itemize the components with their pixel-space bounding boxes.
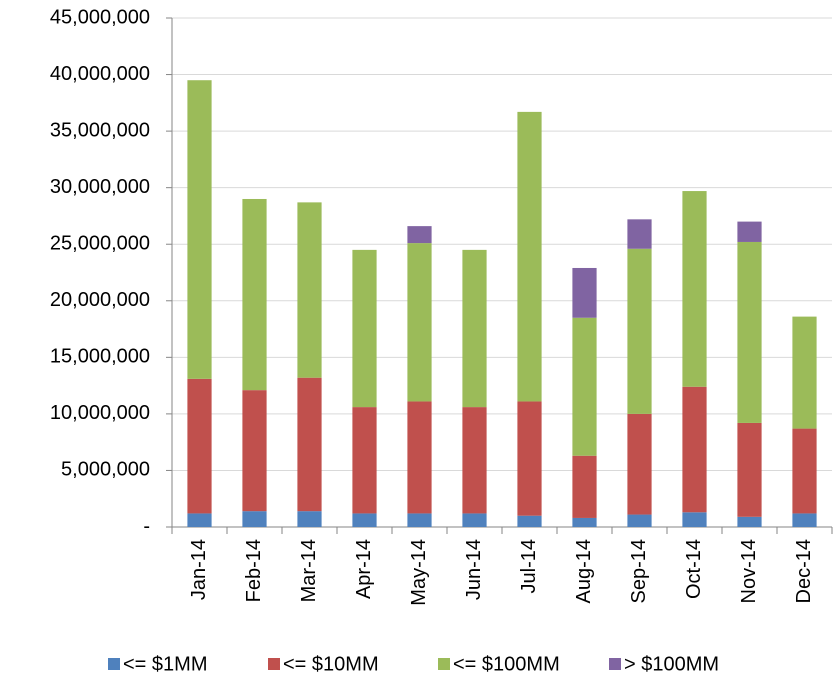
y-tick-label: - [143,515,150,537]
legend-label: <= $1MM [123,653,207,675]
bar-segment [462,249,487,408]
y-tick-label: 20,000,000 [50,289,150,311]
x-tick-label: Apr-14 [353,539,375,599]
x-tick-label: Jan-14 [188,539,210,600]
bar-segment [627,413,652,515]
y-tick-label: 45,000,000 [50,6,150,28]
legend-swatch [108,658,120,670]
x-tick-label: Aug-14 [573,539,595,604]
bar-segment [517,515,542,527]
bar-segment [627,514,652,527]
legend-label: <= $100MM [453,653,560,675]
bar-segment [517,401,542,516]
legend-swatch [268,658,280,670]
bar-segment [352,513,377,527]
legend-label: <= $10MM [283,653,379,675]
bar-segment [792,316,817,429]
x-tick-label: Jun-14 [463,539,485,600]
bar-segment [407,513,432,527]
bar-segment [627,248,652,414]
bar-segment [627,219,652,249]
bar-segment [242,390,267,512]
bar-segment [572,517,597,527]
x-tick-label: Dec-14 [793,539,815,603]
bar-segment [407,243,432,402]
bar-segment [297,511,322,527]
bar-segment [352,249,377,408]
x-tick-label: Oct-14 [683,539,705,599]
y-tick-label: 40,000,000 [50,63,150,85]
bar-segment [242,198,267,391]
bar-segment [737,422,762,517]
y-tick-label: 5,000,000 [61,459,150,481]
bar-segment [187,513,212,527]
bar-segment [682,191,707,387]
y-tick-label: 15,000,000 [50,346,150,368]
bar-segment [682,386,707,513]
bar-segment [792,513,817,527]
x-tick-label: Feb-14 [243,539,265,602]
bar-segment [297,377,322,512]
bar-segment [737,221,762,242]
legend-swatch [609,658,621,670]
bar-segment [407,401,432,514]
x-tick-label: Nov-14 [738,539,760,603]
x-tick-label: May-14 [408,539,430,606]
bar-segment [187,378,212,514]
x-tick-label: Jul-14 [518,539,540,593]
bar-segment [407,226,432,244]
y-tick-label: 35,000,000 [50,119,150,141]
bar-segment [462,407,487,514]
legend-swatch [438,658,450,670]
bar-segment [792,428,817,514]
bar-segment [572,317,597,456]
bar-segment [737,516,762,527]
bar-segment [737,241,762,423]
bar-segment [572,267,597,318]
y-tick-label: 30,000,000 [50,176,150,198]
y-tick-label: 25,000,000 [50,233,150,255]
x-tick-label: Sep-14 [628,539,650,604]
bar-segment [352,407,377,514]
bar-segment [297,202,322,378]
bar-segment [572,455,597,518]
bar-segment [187,80,212,379]
legend-label: > $100MM [624,653,719,675]
y-tick-label: 10,000,000 [50,402,150,424]
bar-segment [517,111,542,402]
x-tick-label: Mar-14 [298,539,320,602]
bar-segment [682,512,707,527]
bar-segment [462,513,487,527]
bar-segment [242,511,267,527]
